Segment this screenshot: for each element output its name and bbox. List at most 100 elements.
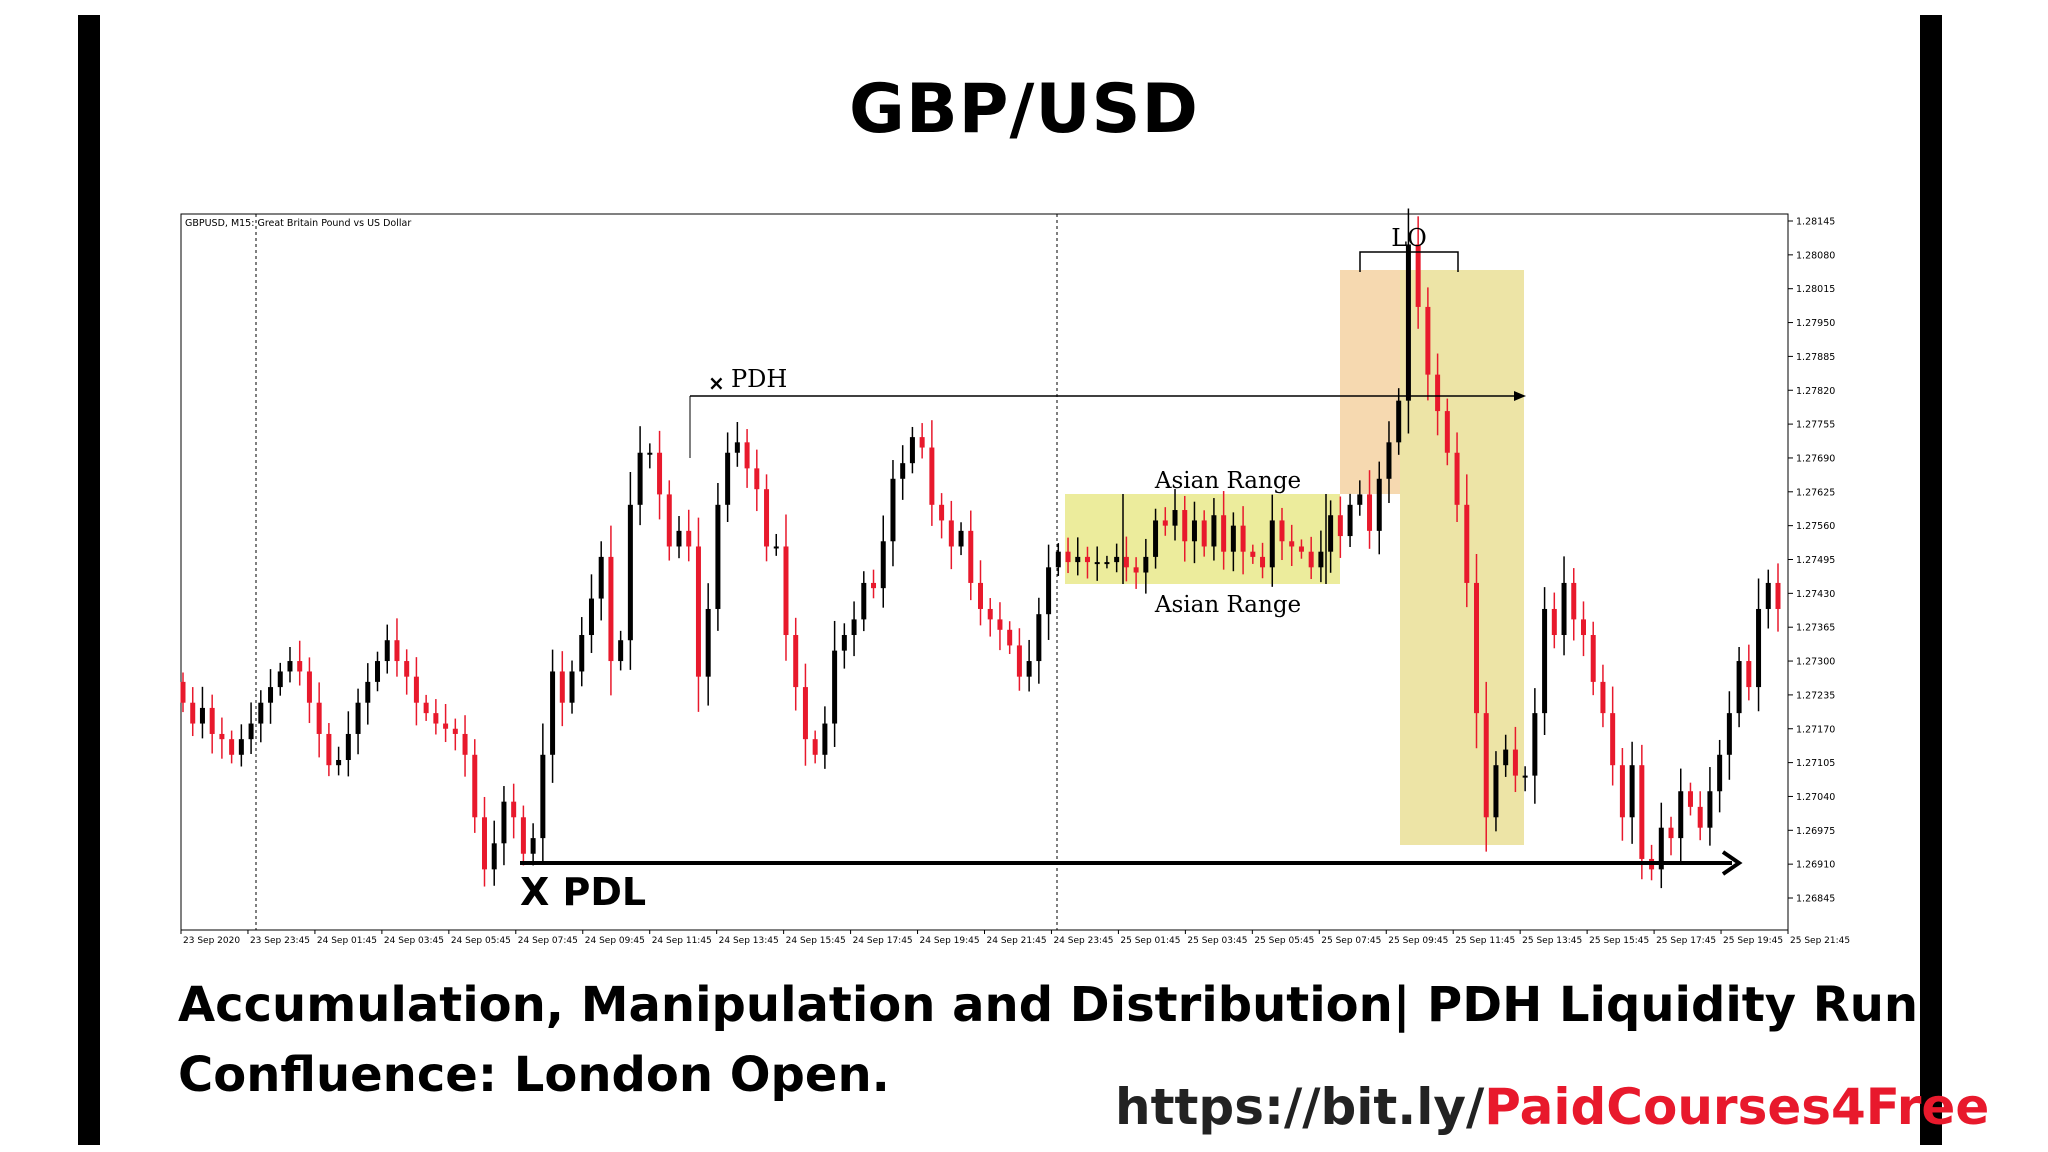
candle-bull: [1269, 520, 1275, 568]
x-tick-label: 24 Sep 13:45: [719, 936, 779, 946]
candle-bull: [1230, 525, 1236, 552]
candle-bear: [180, 681, 186, 703]
candle-bull: [715, 504, 721, 609]
candle-bull: [637, 452, 643, 505]
candle-bear: [443, 723, 449, 729]
candle-bear: [1551, 608, 1557, 636]
x-tick-label: 25 Sep 13:45: [1522, 936, 1582, 946]
x-tick-label: 25 Sep 21:45: [1790, 936, 1850, 946]
candle-bull: [287, 661, 293, 672]
y-tick-label: 1.27755: [1796, 420, 1835, 431]
x-tick-label: 25 Sep 07:45: [1321, 936, 1381, 946]
y-tick-label: 1.27170: [1796, 724, 1835, 735]
x-tick-label: 24 Sep 05:45: [451, 936, 511, 946]
candle-bull: [1153, 520, 1159, 557]
promo-link-highlight: PaidCourses4Free: [1484, 1078, 1990, 1136]
pdl-arrowhead: [1721, 850, 1743, 876]
candle-bull: [1707, 791, 1713, 828]
candle-bear: [1444, 411, 1450, 453]
candle-bear: [1123, 556, 1129, 568]
candle-bear: [1746, 661, 1752, 688]
lo-bracket: [1359, 251, 1459, 272]
candle-bull: [1629, 765, 1635, 818]
candle-bear: [472, 754, 478, 818]
candle-bear: [919, 437, 925, 448]
y-tick-label: 1.26975: [1796, 826, 1835, 837]
y-axis: 1.28145 1.28080 1.28015 1.27950 1.27885 1.278…: [1787, 214, 1835, 930]
candle-bull: [1717, 754, 1723, 792]
x-tick-label: 25 Sep 03:45: [1187, 936, 1247, 946]
candle-bull: [248, 723, 254, 740]
candle-bull: [1318, 551, 1324, 568]
candle-bull: [1143, 556, 1149, 573]
candle-bull: [958, 530, 964, 547]
candle-bull: [1726, 713, 1732, 755]
candlestick-chart: × PDH X PDL LO Asian Range Asian Range G…: [180, 208, 1850, 946]
x-tick-label: 24 Sep 15:45: [786, 936, 846, 946]
candle-bull: [355, 702, 361, 734]
candle-bull: [1503, 749, 1509, 766]
candle-bear: [1425, 306, 1431, 375]
candle-bull: [1522, 775, 1528, 778]
candle-bear: [404, 661, 410, 677]
candle-bull: [1376, 478, 1382, 531]
x-tick-label: 25 Sep 09:45: [1388, 936, 1448, 946]
candle-bull: [1036, 614, 1042, 662]
asian-range-bottom-label: Asian Range: [1154, 592, 1301, 618]
y-tick-label: 1.27040: [1796, 792, 1835, 803]
candle-bear: [978, 582, 983, 609]
candle-bear: [1474, 582, 1480, 714]
candle-bear: [744, 442, 750, 469]
candle-bull: [579, 635, 585, 672]
x-tick-label: 25 Sep 15:45: [1589, 936, 1649, 946]
y-tick-label: 1.28015: [1796, 284, 1835, 295]
candle-bull: [199, 707, 205, 724]
candle-bear: [316, 702, 322, 734]
candle-bull: [1114, 556, 1120, 563]
candle-bear: [1250, 551, 1256, 557]
candle-bear: [559, 671, 565, 703]
promo-link[interactable]: https://bit.ly/PaidCourses4Free: [1115, 1078, 1989, 1136]
candle-bull: [627, 504, 633, 641]
candle-bear: [481, 817, 487, 870]
candle-bear: [1619, 765, 1625, 818]
candle-bear: [1610, 713, 1616, 766]
candle-bear: [939, 504, 945, 521]
x-axis: 23 Sep 2020 23 Sep 23:45 24 Sep 01:45 24 Se…: [180, 930, 1850, 946]
candle-bear: [1065, 551, 1071, 563]
candle-bull: [375, 661, 381, 682]
x-tick-label: 24 Sep 23:45: [1053, 936, 1113, 946]
candle-bear: [229, 739, 235, 755]
candle-bull: [384, 640, 390, 662]
candle-bear: [1162, 520, 1168, 526]
candle-bull: [1026, 661, 1032, 677]
candle-bear: [1590, 635, 1596, 682]
candle-bear: [1367, 494, 1373, 531]
candle-bull: [1046, 567, 1052, 615]
candle-bear: [413, 676, 419, 703]
candle-bear: [511, 801, 517, 818]
candle-bull: [550, 671, 556, 755]
candle-bear: [1289, 541, 1295, 547]
y-tick-label: 1.27885: [1796, 352, 1835, 363]
candle-bear: [987, 608, 993, 620]
x-tick-label: 24 Sep 01:45: [317, 936, 377, 946]
candle-bear: [1687, 791, 1693, 807]
candle-bull: [365, 681, 371, 703]
candle-bull: [890, 478, 896, 542]
x-tick-label: 24 Sep 09:45: [585, 936, 645, 946]
candle-bear: [1639, 765, 1645, 859]
candle-bull: [238, 739, 244, 755]
candle-bull: [676, 530, 682, 547]
candle-bull: [773, 546, 779, 549]
candle-bull: [530, 838, 536, 854]
x-tick-label: 25 Sep 05:45: [1254, 936, 1314, 946]
candle-bear: [666, 494, 672, 547]
pdh-label: PDH: [731, 365, 787, 393]
left-frame-bar: [78, 15, 100, 1145]
candles-group: [180, 208, 1781, 889]
y-tick-label: 1.27690: [1796, 453, 1835, 464]
candle-bull: [1172, 510, 1178, 526]
y-tick-label: 1.27300: [1796, 657, 1835, 668]
candle-bear: [1454, 452, 1460, 505]
